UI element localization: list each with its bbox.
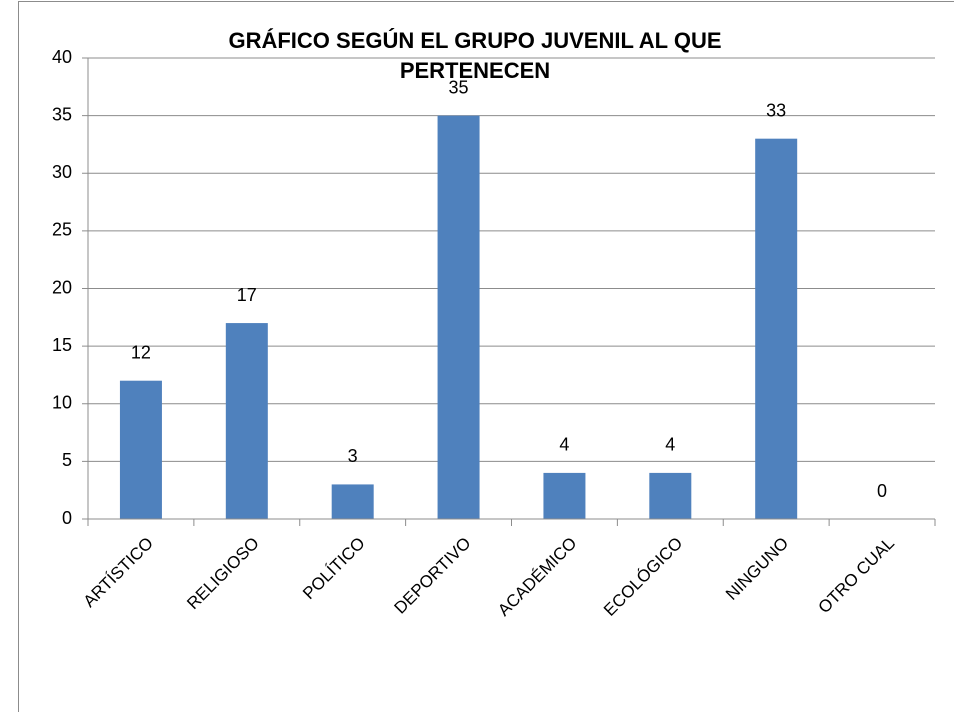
chart-title: GRÁFICO SEGÚN EL GRUPO JUVENIL AL QUE PE… (228, 28, 722, 83)
y-tick-label: 20 (52, 277, 72, 297)
y-tick-label: 35 (52, 104, 72, 124)
bar (331, 484, 374, 519)
x-tick-label: RELIGIOSO (183, 534, 263, 614)
data-label: 35 (449, 77, 469, 97)
y-tick-label: 25 (52, 220, 72, 240)
data-label: 12 (131, 342, 151, 362)
bar (755, 138, 798, 520)
x-tick-label: DEPORTIVO (391, 534, 475, 618)
chart-frame (18, 1, 954, 712)
x-tick-label: POLÍTICO (299, 534, 369, 604)
y-tick-label: 40 (52, 47, 72, 67)
bar (649, 472, 692, 519)
data-label: 33 (766, 100, 786, 120)
data-label: 4 (559, 435, 569, 455)
x-tick-label: NINGUNO (722, 534, 792, 604)
bar (543, 472, 586, 519)
data-label: 4 (665, 435, 675, 455)
data-label: 0 (877, 481, 887, 501)
bar (119, 380, 162, 519)
data-label: 17 (237, 285, 257, 305)
y-tick-label: 10 (52, 393, 72, 413)
x-tick-label: OTRO CUAL (814, 534, 898, 618)
bar (437, 115, 480, 519)
x-tick-label: ECOLÓGICO (600, 534, 686, 620)
y-tick-label: 30 (52, 162, 72, 182)
data-label: 3 (348, 446, 358, 466)
x-tick-label: ACADÉMICO (494, 534, 580, 620)
y-tick-label: 0 (62, 508, 72, 528)
y-tick-label: 15 (52, 335, 72, 355)
y-tick-label: 5 (62, 450, 72, 470)
bar (225, 323, 268, 519)
x-tick-label: ARTÍSTICO (80, 534, 157, 611)
